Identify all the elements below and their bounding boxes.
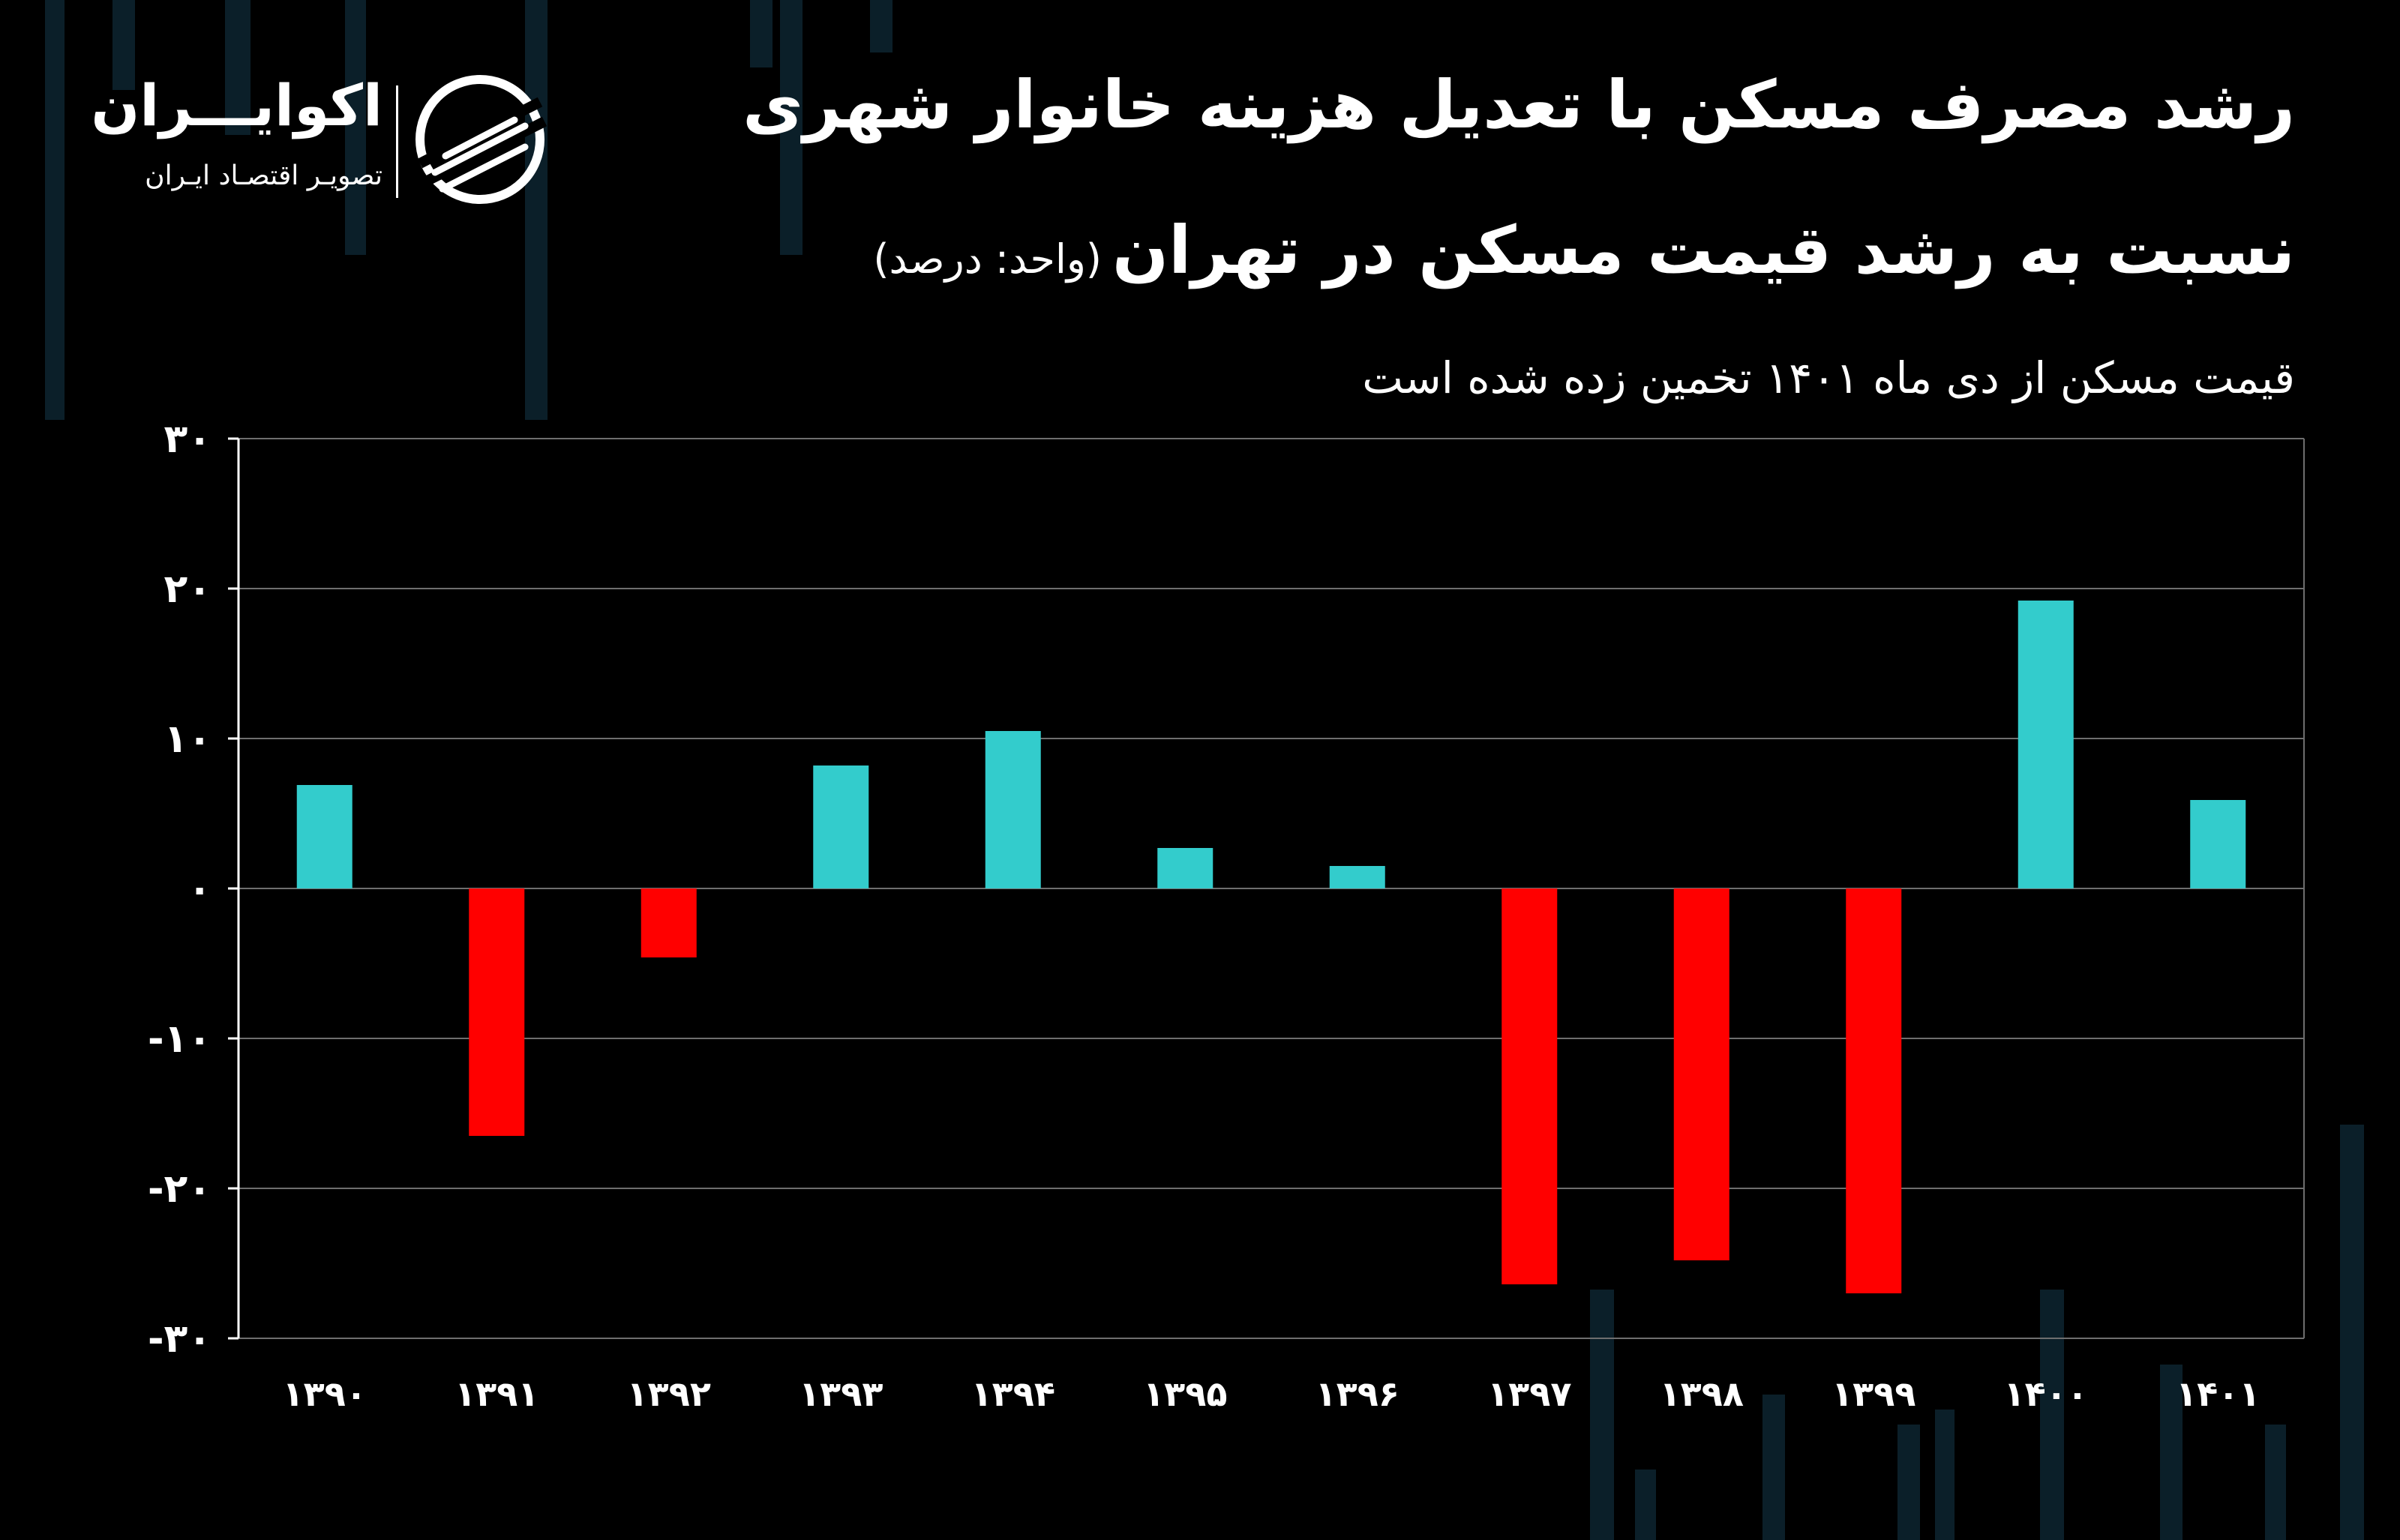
bars	[296, 601, 2246, 1293]
unit-label: (واحد: درصد)	[873, 235, 1102, 283]
chart-title-line2-text: نسبت به رشد قیمت مسکن در تهران	[1112, 211, 2295, 289]
x-axis-tick-labels: ۱۳۹۰ ۱۳۹۱ ۱۳۹۲ ۱۳۹۳ ۱۳۹۴ ۱۳۹۵ ۱۳۹۶ ۱۳۹۷ ۱۳۹۸ ۱۳۹۹…	[283, 1374, 2260, 1414]
x-tick-label: ۱۳۹۷	[1487, 1374, 1571, 1414]
bar-2	[640, 888, 697, 957]
y-tick-label: ۱۰	[164, 717, 212, 762]
y-tick-label: ۲۰	[164, 567, 212, 612]
grid-lines	[238, 438, 2304, 1339]
bar-11	[2190, 800, 2246, 888]
brand-logo: اکوایـــران تصویـر اقتصـاد ایـران	[91, 72, 562, 214]
x-tick-label: ۱۳۹۴	[971, 1374, 1055, 1414]
bar-3	[813, 766, 869, 888]
y-tick-label: ۰	[188, 867, 212, 912]
brand-tagline: تصویـر اقتصـاد ایـران	[145, 160, 382, 191]
x-tick-label: ۱۳۹۶	[1316, 1374, 1400, 1414]
bar-4	[985, 731, 1041, 888]
axes	[228, 437, 2305, 1340]
chart-subtitle: قیمت مسکن از دی ماه ۱۴۰۱ تخمین زده شده ا…	[1362, 352, 2295, 403]
x-tick-label: ۱۴۰۱	[2176, 1374, 2260, 1414]
y-tick-label: -۳۰	[148, 1317, 212, 1362]
bar-1	[469, 888, 525, 1136]
chart-title-line1: رشد مصرف مسکن با تعدیل هزینه خانوار شهری	[742, 66, 2295, 143]
x-tick-label: ۱۳۹۲	[627, 1374, 711, 1414]
bar-5	[1157, 848, 1214, 888]
x-tick-label: ۱۳۹۱	[454, 1374, 538, 1414]
bar-10	[2018, 601, 2074, 888]
bar-9	[1846, 888, 1902, 1293]
y-tick-label: ۳۰	[164, 417, 212, 462]
ekoiran-logo-icon	[416, 75, 548, 204]
x-tick-label: ۱۳۹۸	[1660, 1374, 1744, 1414]
logo-divider	[396, 85, 398, 198]
brand-name: اکوایـــران	[91, 72, 382, 139]
x-tick-label: ۱۳۹۵	[1143, 1374, 1227, 1414]
y-tick-label: -۲۰	[148, 1167, 212, 1212]
bar-6	[1329, 866, 1385, 888]
chart-title-line2: نسبت به رشد قیمت مسکن در تهران(واحد: درص…	[873, 211, 2295, 289]
bar-7	[1502, 888, 1558, 1284]
bar-0	[296, 785, 352, 888]
x-tick-label: ۱۳۹۹	[1832, 1374, 1916, 1414]
x-tick-label: ۱۳۹۳	[799, 1374, 883, 1414]
y-tick-label: -۱۰	[148, 1017, 212, 1062]
x-tick-label: ۱۳۹۰	[283, 1374, 367, 1414]
x-tick-label: ۱۴۰۰	[2004, 1374, 2088, 1414]
y-axis-tick-labels: ۳۰ ۲۰ ۱۰ ۰ -۱۰ -۲۰ -۳۰	[148, 417, 212, 1362]
bar-8	[1673, 888, 1730, 1260]
